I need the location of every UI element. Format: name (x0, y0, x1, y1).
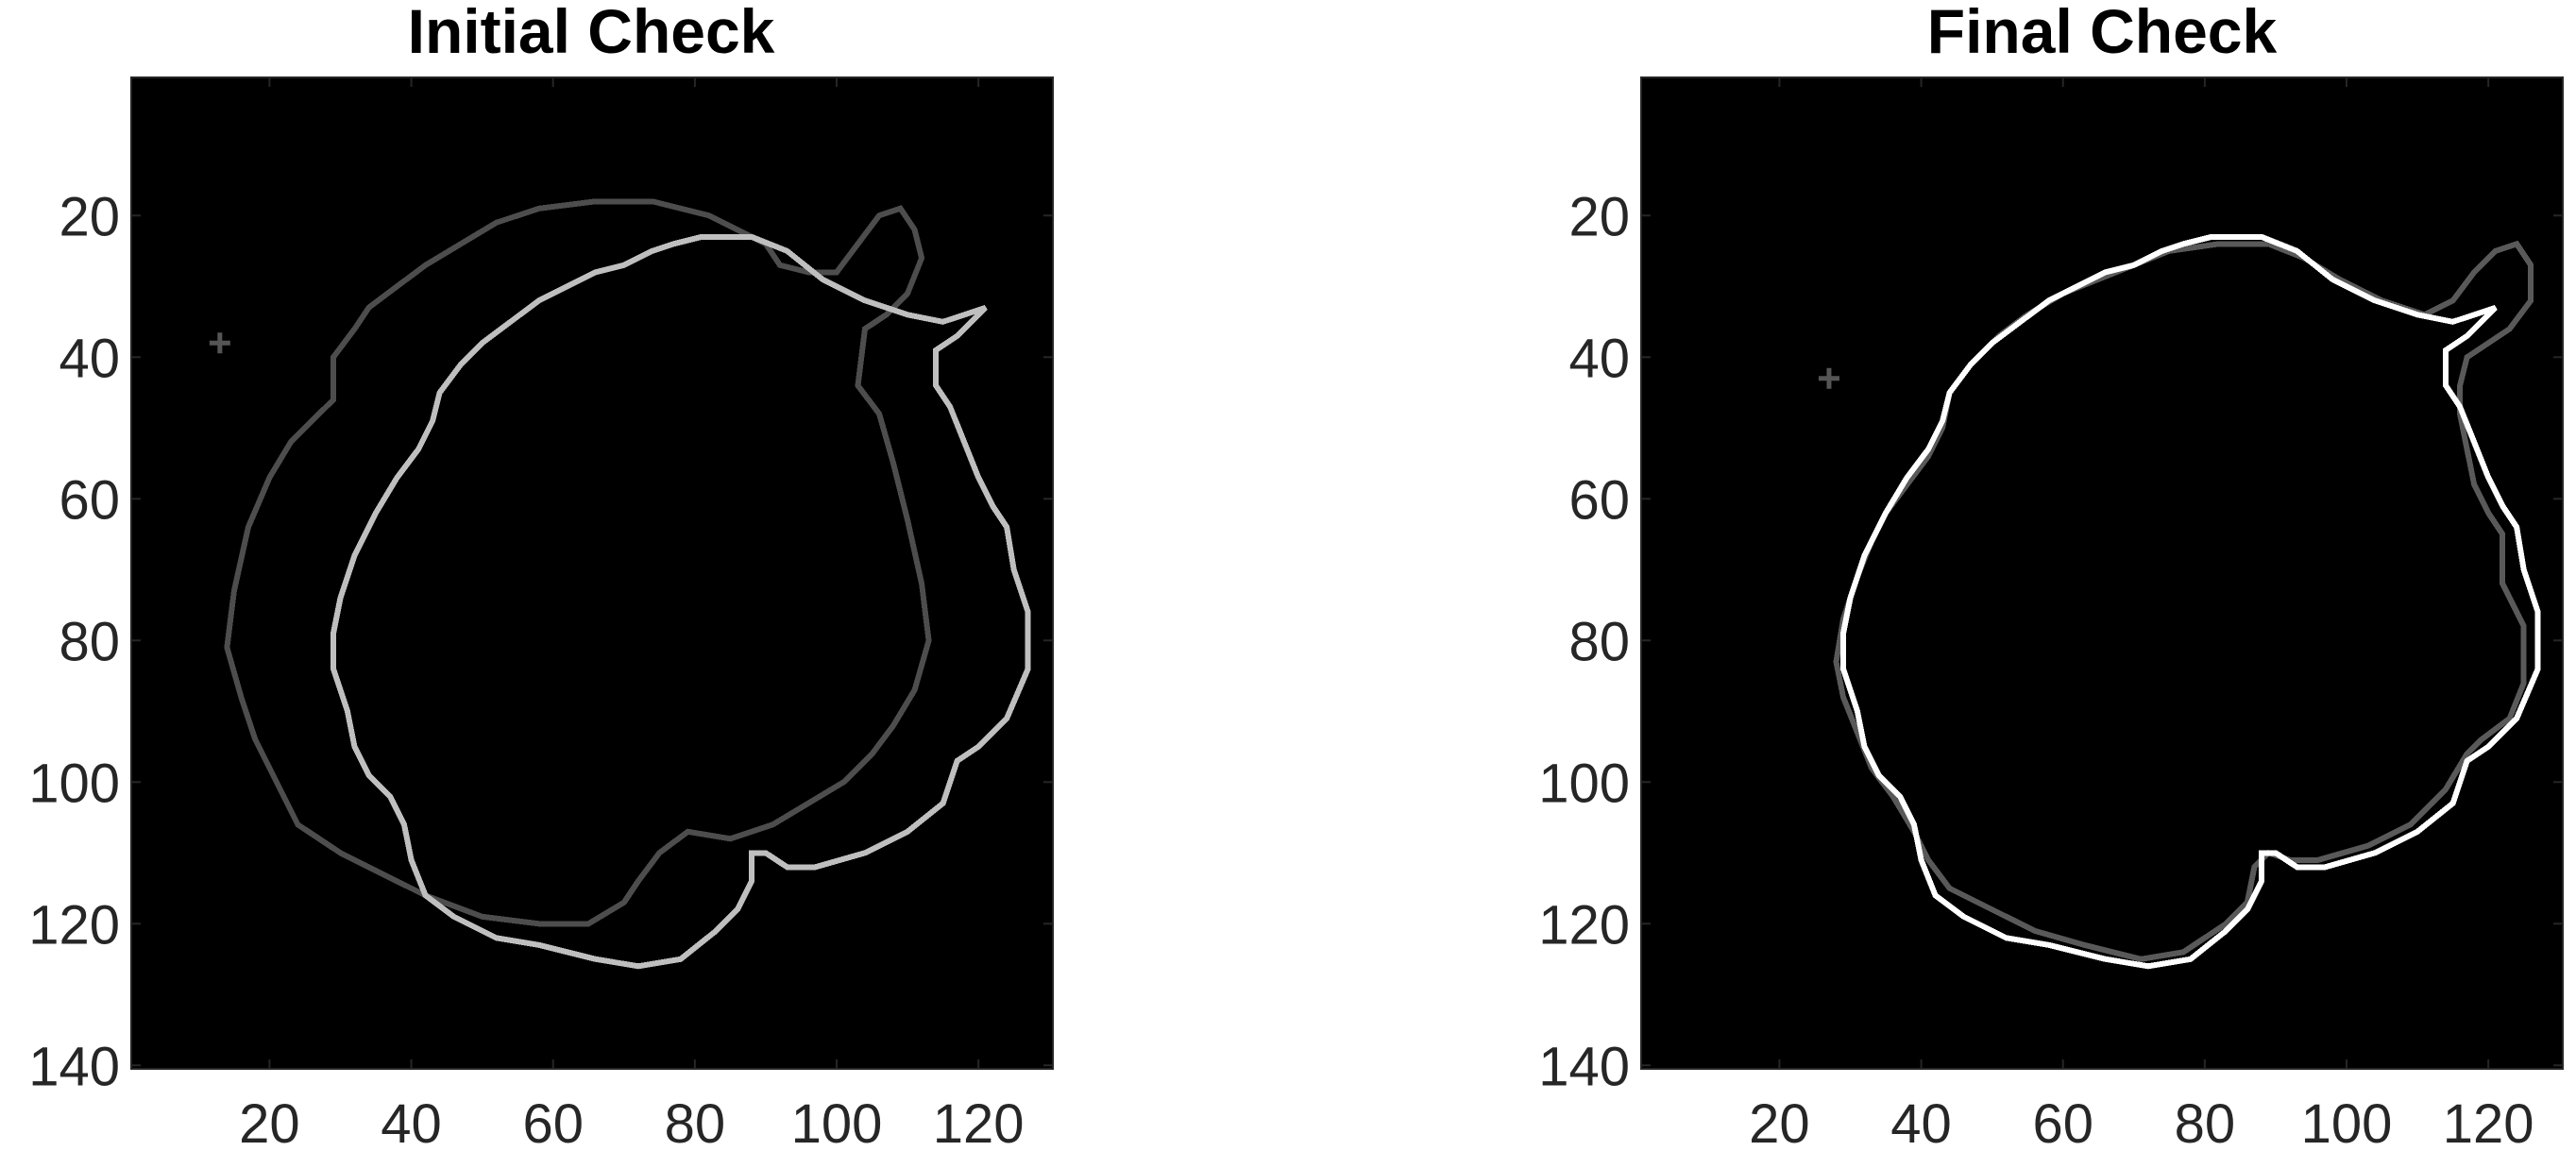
x-tick-label: 80 (665, 1093, 726, 1155)
y-axis-final-check: 20 40 60 80 100 120 140 (1538, 186, 2563, 1097)
x-tick-label: 120 (2443, 1093, 2534, 1155)
x-tick-label: 60 (522, 1093, 584, 1155)
panel-initial-check: Initial Check 20 40 60 80 100 120 20 40 60 80 100… (28, 0, 1054, 1155)
chart-title-final-check: Final Check (1927, 0, 2278, 66)
y-tick-label: 140 (28, 1036, 120, 1097)
y-tick-label: 40 (1568, 328, 1630, 389)
contour-layer-initial-check (209, 198, 1031, 970)
y-tick-label: 40 (59, 328, 120, 389)
panel-final-check: Final Check 20 40 60 80 100 120 20 40 60 80 100 12… (1538, 0, 2564, 1155)
y-tick-label: 60 (59, 469, 120, 531)
x-tick-label: 80 (2175, 1093, 2236, 1155)
y-tick-label: 20 (59, 186, 120, 247)
x-axis-final-check: 20 40 60 80 100 120 (1749, 77, 2534, 1155)
image-area-initial-check (131, 77, 1053, 1069)
y-tick-label: 100 (1538, 753, 1630, 814)
isolated-pixel-mark (1818, 367, 1839, 389)
y-tick-label: 80 (59, 611, 120, 672)
isolated-pixel-mark (209, 332, 230, 354)
contour-series-2 (1840, 233, 2541, 970)
contour-series-2 (330, 233, 1031, 970)
contour-series-1 (224, 198, 932, 927)
y-tick-label: 140 (1538, 1036, 1630, 1097)
x-tick-label: 120 (933, 1093, 1025, 1155)
image-area-final-check (1641, 77, 2563, 1069)
x-tick-label: 20 (239, 1093, 300, 1155)
x-tick-label: 60 (2032, 1093, 2093, 1155)
x-axis-initial-check: 20 40 60 80 100 120 (239, 77, 1025, 1155)
y-tick-label: 60 (1568, 469, 1630, 531)
x-tick-label: 40 (381, 1093, 442, 1155)
y-tick-label: 120 (28, 894, 120, 956)
x-tick-label: 40 (1890, 1093, 1952, 1155)
x-tick-label: 100 (2301, 1093, 2393, 1155)
y-tick-label: 100 (28, 753, 120, 814)
chart-title-initial-check: Initial Check (408, 0, 775, 66)
x-tick-label: 100 (791, 1093, 883, 1155)
x-tick-label: 20 (1749, 1093, 1810, 1155)
y-tick-label: 120 (1538, 894, 1630, 956)
y-axis-initial-check: 20 40 60 80 100 120 140 (28, 186, 1053, 1097)
contour-layer-final-check (1818, 233, 2541, 970)
y-tick-label: 20 (1568, 186, 1630, 247)
axes-box-initial-check (130, 76, 1054, 1070)
y-tick-label: 80 (1568, 611, 1630, 672)
axes-box-final-check (1640, 76, 2564, 1070)
